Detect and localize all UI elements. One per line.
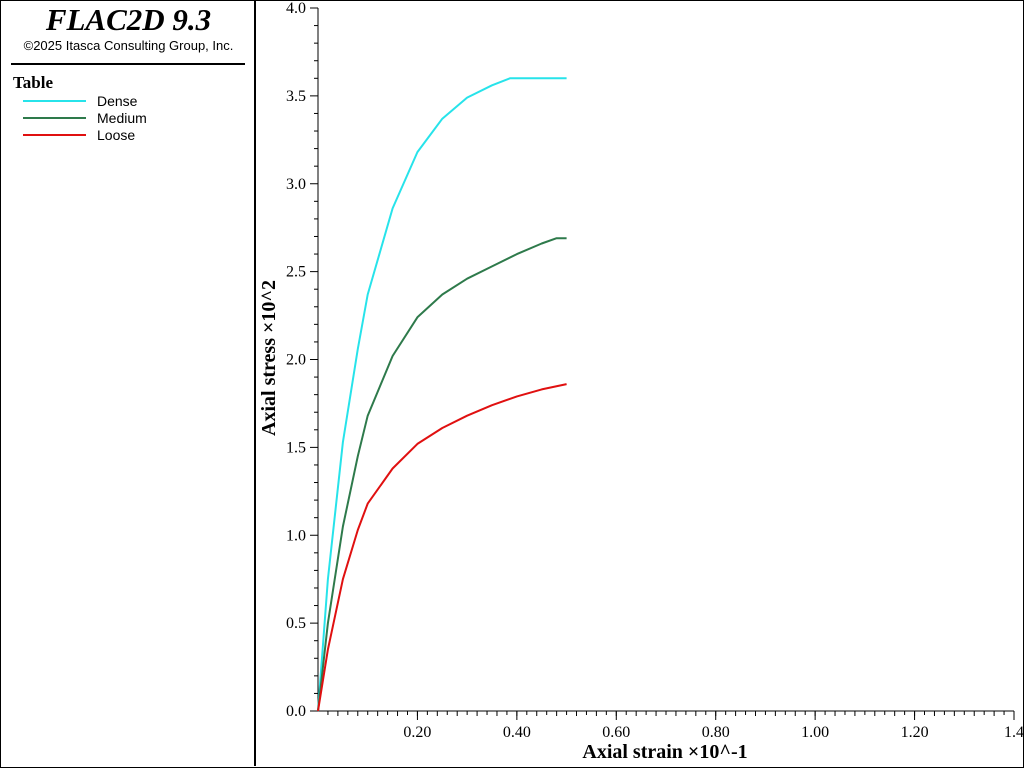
y-tick-label: 3.0 [286,176,306,193]
series-group [317,77,567,712]
legend-label-dense: Dense [97,93,138,109]
legend-swatch-medium [23,117,86,119]
y-axis-title: Axial stress ×10^2 [258,280,280,436]
y-tick-label: 3.5 [286,88,306,105]
x-tick-label: 1.4 [1004,724,1024,741]
app-title: FLAC2D 9.3 [45,2,212,37]
y-tick-label: 0.5 [286,615,306,632]
x-tick-label: 1.00 [801,724,829,741]
y-tick-label: 1.5 [286,439,306,456]
legend-panel: FLAC2D 9.3 ©2025 Itasca Consulting Group… [1,1,256,766]
legend-divider [11,63,245,65]
x-axis-title: Axial strain ×10^-1 [582,741,747,763]
y-tick-label: 2.0 [286,352,306,369]
legend-swatch-loose [23,134,86,136]
y-tick-label: 4.0 [286,0,306,17]
x-tick-label: 1.20 [901,724,929,741]
series-line-medium [317,237,567,712]
series-line-dense [317,77,567,712]
legend-title: Table [13,73,54,92]
x-tick-label: 0.20 [403,724,431,741]
x-tick-label: 0.60 [602,724,630,741]
y-tick-label: 1.0 [286,527,306,544]
axes: 0.0 0.5 1.0 1.5 2.0 2.5 3.0 3.5 4.0 0.20 0.40 0.60 0… [286,0,1024,741]
legend-swatch-dense [23,100,86,102]
copyright-text: ©2025 Itasca Consulting Group, Inc. [23,38,234,53]
legend-label-loose: Loose [97,127,136,143]
legend-label-medium: Medium [97,110,147,126]
y-tick-label: 0.0 [286,703,306,720]
y-tick-label: 2.5 [286,264,306,281]
series-line-loose [317,383,567,712]
x-tick-label: 0.80 [702,724,730,741]
x-tick-label: 0.40 [503,724,531,741]
